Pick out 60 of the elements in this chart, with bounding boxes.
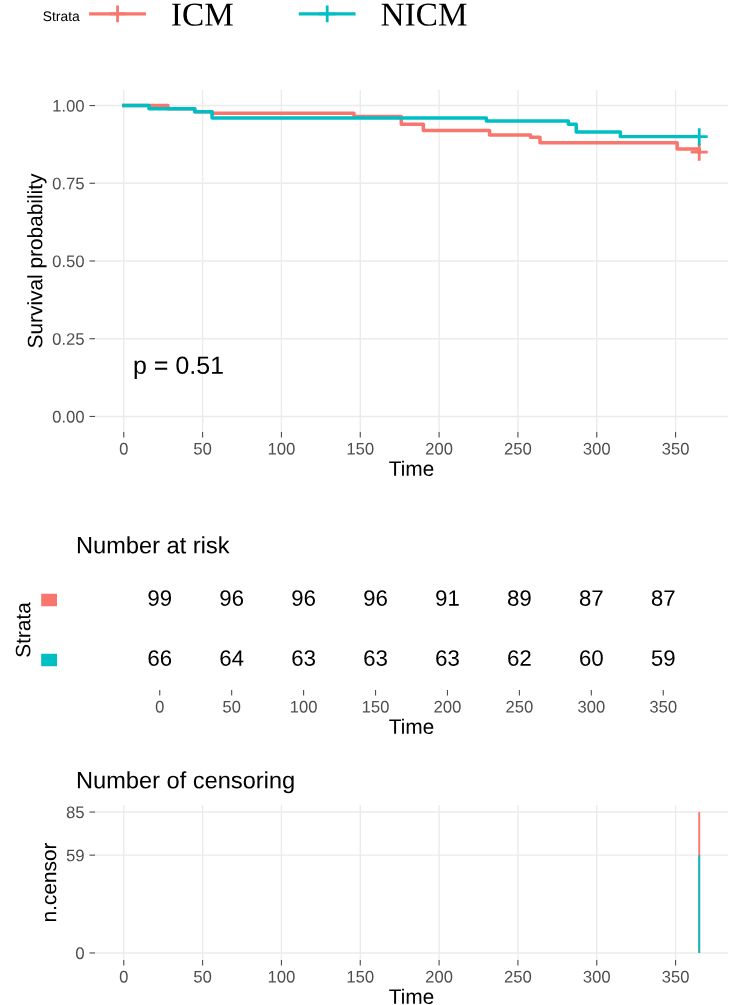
data-label: 63 bbox=[364, 650, 387, 666]
y-tick-label: 59 bbox=[66, 849, 84, 862]
y-tick-label: 85 bbox=[66, 806, 84, 819]
y-tick-label: 0.75 bbox=[52, 177, 84, 190]
x-tick-label: 200 bbox=[426, 970, 453, 983]
data-label: 63 bbox=[292, 650, 315, 666]
y-tick-label: 0.50 bbox=[52, 255, 84, 268]
x-tick-label: 0 bbox=[119, 970, 128, 983]
x-tick-label: 100 bbox=[268, 442, 295, 455]
data-label: 96 bbox=[292, 590, 315, 606]
data-label: 59 bbox=[651, 650, 675, 666]
data-label: 60 bbox=[580, 650, 603, 666]
x-tick-label: 50 bbox=[194, 970, 212, 983]
data-label: 96 bbox=[364, 590, 387, 606]
x-tick-label: 200 bbox=[434, 700, 461, 713]
data-label: 62 bbox=[508, 650, 531, 666]
x-tick-label: 350 bbox=[662, 442, 689, 455]
x-axis-title: Time bbox=[389, 988, 434, 1005]
x-tick-label: 350 bbox=[649, 700, 677, 713]
x-tick-label: 100 bbox=[290, 700, 317, 713]
x-tick-label: 100 bbox=[268, 970, 295, 983]
data-label: 66 bbox=[148, 650, 172, 666]
data-label: 63 bbox=[436, 650, 459, 666]
y-tick-label: 0.00 bbox=[52, 410, 84, 423]
y-tick-label: 0.25 bbox=[52, 333, 84, 345]
x-tick-label: 300 bbox=[583, 442, 610, 455]
x-tick-label: 250 bbox=[504, 970, 532, 983]
legend-title: Strata bbox=[43, 11, 80, 22]
x-tick-label: 300 bbox=[583, 970, 610, 983]
x-tick-label: 0 bbox=[119, 442, 128, 455]
chart-title: Number at risk bbox=[77, 536, 230, 554]
x-tick-label: 250 bbox=[506, 700, 533, 713]
data-label: 91 bbox=[436, 590, 459, 606]
x-tick-label: 0 bbox=[155, 700, 164, 713]
chart-title: Number of censoring bbox=[77, 771, 294, 794]
x-tick-label: 150 bbox=[362, 700, 389, 713]
x-axis-title: Time bbox=[389, 718, 434, 735]
x-tick-label: 50 bbox=[194, 442, 212, 455]
data-label: 64 bbox=[220, 650, 244, 666]
x-tick-label: 200 bbox=[426, 442, 453, 455]
x-tick-label: 250 bbox=[504, 442, 532, 455]
y-axis-title: n.censor bbox=[44, 842, 57, 922]
data-label: 87 bbox=[651, 590, 675, 606]
x-tick-label: 350 bbox=[662, 970, 689, 983]
y-axis-title: Survival probability bbox=[27, 173, 47, 348]
annotation: p = 0.51 bbox=[134, 356, 223, 380]
y-tick-label: 0 bbox=[75, 947, 84, 960]
legend-label: NICM bbox=[381, 3, 467, 26]
y-axis-title: Strata bbox=[15, 602, 31, 657]
legend-label: ICM bbox=[172, 3, 233, 26]
x-tick-label: 150 bbox=[347, 442, 374, 455]
data-label: 99 bbox=[148, 590, 172, 606]
x-tick-label: 50 bbox=[223, 700, 241, 713]
y-tick-label: 1.00 bbox=[53, 99, 84, 112]
x-axis-title: Time bbox=[389, 460, 434, 477]
data-label: 87 bbox=[579, 590, 603, 606]
x-tick-label: 300 bbox=[578, 700, 605, 713]
data-label: 89 bbox=[508, 590, 531, 606]
data-label: 96 bbox=[220, 590, 244, 606]
x-tick-label: 150 bbox=[347, 970, 374, 983]
